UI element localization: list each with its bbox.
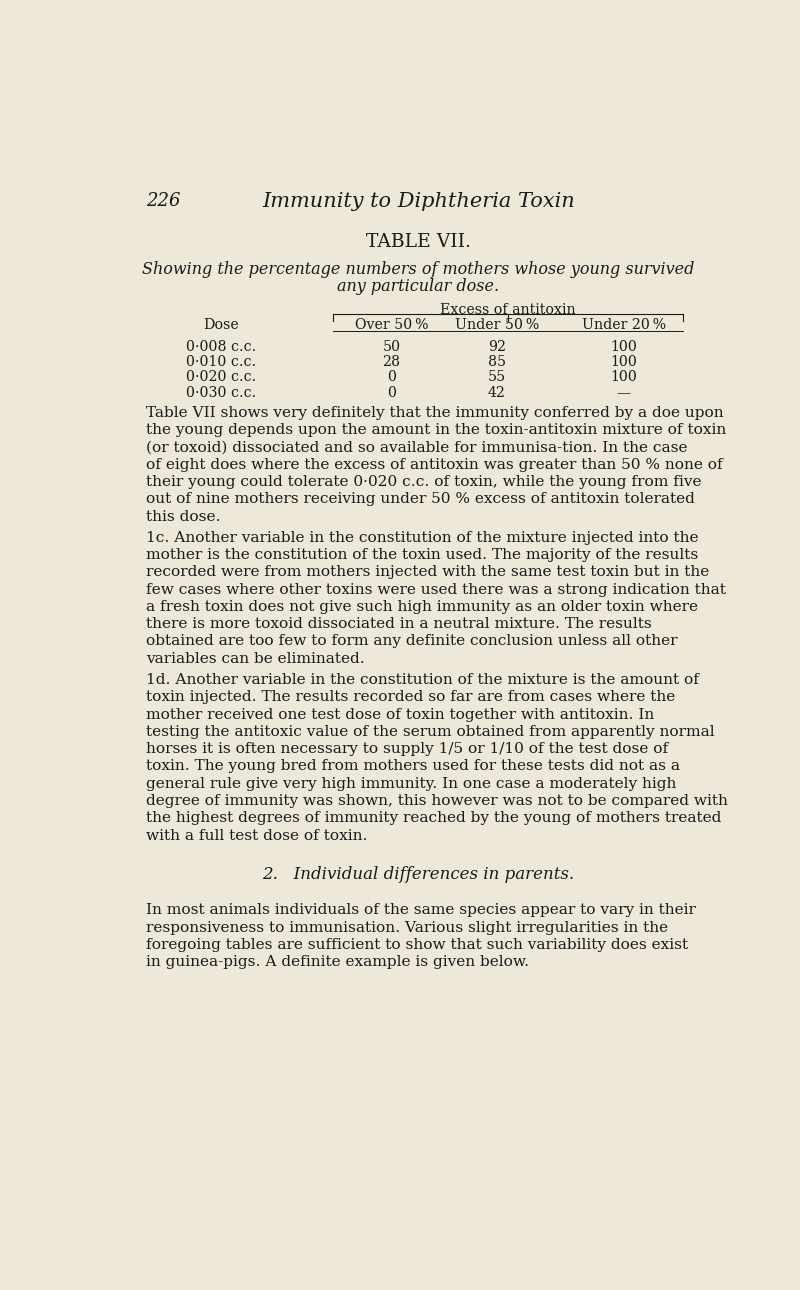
Text: 92: 92 [488, 339, 506, 353]
Text: —: — [617, 386, 631, 400]
Text: Table VII shows very definitely that the immunity conferred by a doe upon: Table VII shows very definitely that the… [146, 406, 724, 419]
Text: 42: 42 [488, 386, 506, 400]
Text: recorded were from mothers injected with the same test toxin but in the: recorded were from mothers injected with… [146, 565, 710, 579]
Text: 2.   Individual differences in parents.: 2. Individual differences in parents. [262, 866, 574, 882]
Text: In most animals individuals of the same species appear to vary in their: In most animals individuals of the same … [146, 903, 696, 917]
Text: 0·020 c.c.: 0·020 c.c. [186, 370, 256, 384]
Text: this dose.: this dose. [146, 510, 221, 524]
Text: 100: 100 [610, 339, 638, 353]
Text: degree of immunity was shown, this however was not to be compared with: degree of immunity was shown, this howev… [146, 795, 728, 808]
Text: Under 20 %: Under 20 % [582, 319, 666, 332]
Text: 0: 0 [387, 386, 396, 400]
Text: there is more toxoid dissociated in a neutral mixture. The results: there is more toxoid dissociated in a ne… [146, 617, 652, 631]
Text: mother is the constitution of the toxin used. The majority of the results: mother is the constitution of the toxin … [146, 548, 698, 562]
Text: with a full test dose of toxin.: with a full test dose of toxin. [146, 828, 368, 842]
Text: testing the antitoxic value of the serum obtained from apparently normal: testing the antitoxic value of the serum… [146, 725, 715, 739]
Text: Excess of antitoxin: Excess of antitoxin [440, 303, 575, 316]
Text: out of nine mothers receiving under 50 % excess of antitoxin tolerated: out of nine mothers receiving under 50 %… [146, 493, 695, 506]
Text: 0: 0 [387, 370, 396, 384]
Text: in guinea-pigs. A definite example is given below.: in guinea-pigs. A definite example is gi… [146, 956, 530, 969]
Text: Immunity to Diphtheria Toxin: Immunity to Diphtheria Toxin [262, 192, 574, 210]
Text: their young could tolerate 0·020 c.c. of toxin, while the young from five: their young could tolerate 0·020 c.c. of… [146, 475, 702, 489]
Text: 85: 85 [488, 355, 506, 369]
Text: the young depends upon the amount in the toxin-antitoxin mixture of toxin: the young depends upon the amount in the… [146, 423, 726, 437]
Text: horses it is often necessary to supply 1/5 or 1/10 of the test dose of: horses it is often necessary to supply 1… [146, 742, 669, 756]
Text: Over 50 %: Over 50 % [354, 319, 428, 332]
Text: 1c. Another variable in the constitution of the mixture injected into the: 1c. Another variable in the constitution… [146, 530, 699, 544]
Text: toxin injected. The results recorded so far are from cases where the: toxin injected. The results recorded so … [146, 690, 676, 704]
Text: (or toxoid) dissociated and so available for immunisa-tion. In the case: (or toxoid) dissociated and so available… [146, 440, 688, 454]
Text: Dose: Dose [203, 319, 238, 332]
Text: any particular dose.: any particular dose. [338, 279, 499, 295]
Text: 226: 226 [146, 192, 181, 210]
Text: toxin. The young bred from mothers used for these tests did not as a: toxin. The young bred from mothers used … [146, 760, 681, 774]
Text: 100: 100 [610, 370, 638, 384]
Text: 50: 50 [382, 339, 401, 353]
Text: general rule give very high immunity. In one case a moderately high: general rule give very high immunity. In… [146, 777, 677, 791]
Text: foregoing tables are sufficient to show that such variability does exist: foregoing tables are sufficient to show … [146, 938, 689, 952]
Text: 55: 55 [488, 370, 506, 384]
Text: Showing the percentage numbers of mothers whose young survived: Showing the percentage numbers of mother… [142, 261, 694, 279]
Text: 0·008 c.c.: 0·008 c.c. [186, 339, 256, 353]
Text: a fresh toxin does not give such high immunity as an older toxin where: a fresh toxin does not give such high im… [146, 600, 698, 614]
Text: mother received one test dose of toxin together with antitoxin. In: mother received one test dose of toxin t… [146, 708, 654, 721]
Text: variables can be eliminated.: variables can be eliminated. [146, 651, 366, 666]
Text: 1d. Another variable in the constitution of the mixture is the amount of: 1d. Another variable in the constitution… [146, 673, 699, 688]
Text: few cases where other toxins were used there was a strong indication that: few cases where other toxins were used t… [146, 583, 726, 597]
Text: TABLE VII.: TABLE VII. [366, 233, 471, 252]
Text: of eight does where the excess of antitoxin was greater than 50 % none of: of eight does where the excess of antito… [146, 458, 723, 472]
Text: Under 50 %: Under 50 % [454, 319, 539, 332]
Text: obtained are too few to form any definite conclusion unless all other: obtained are too few to form any definit… [146, 635, 678, 649]
Text: 100: 100 [610, 355, 638, 369]
Text: 0·010 c.c.: 0·010 c.c. [186, 355, 256, 369]
Text: 28: 28 [382, 355, 400, 369]
Text: responsiveness to immunisation. Various slight irregularities in the: responsiveness to immunisation. Various … [146, 921, 669, 935]
Text: the highest degrees of immunity reached by the young of mothers treated: the highest degrees of immunity reached … [146, 811, 722, 826]
Text: 0·030 c.c.: 0·030 c.c. [186, 386, 256, 400]
